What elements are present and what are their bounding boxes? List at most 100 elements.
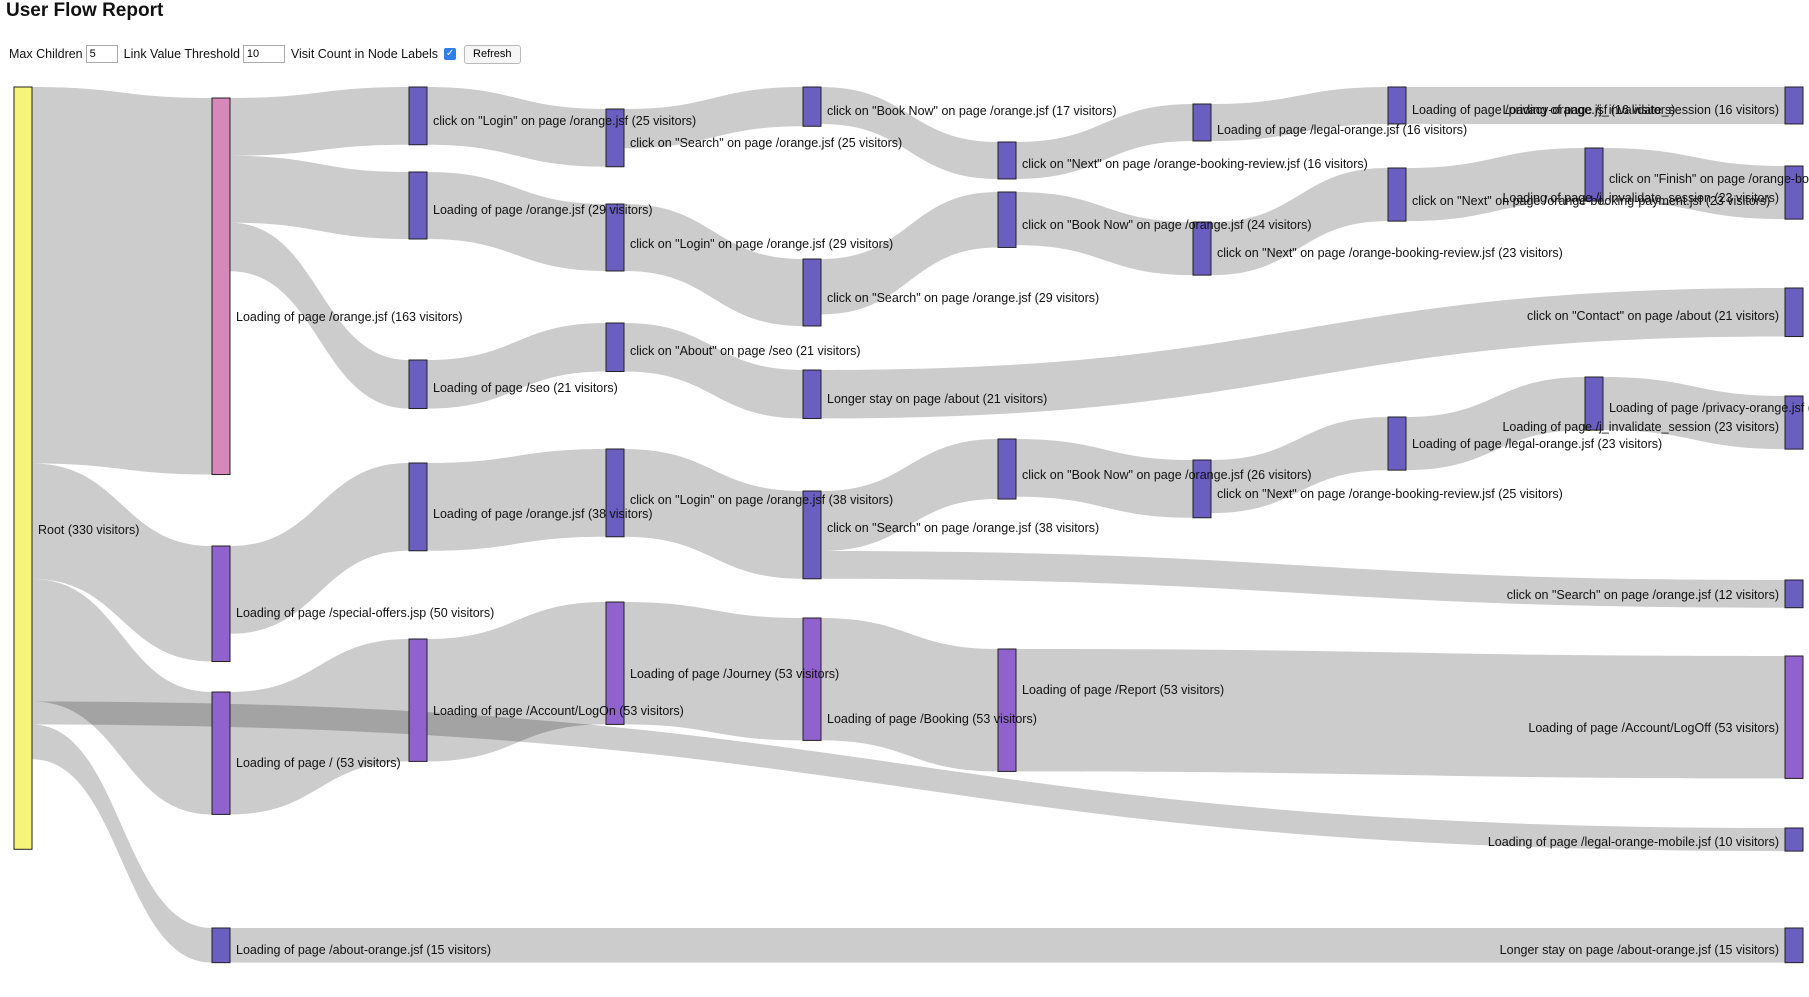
sankey-node-c1_orange[interactable] — [211, 97, 231, 476]
sankey-link-c4_search38-to-c9_search12[interactable] — [821, 551, 1785, 608]
sankey-node-label-c3_about: click on "About" on page /seo (21 visito… — [630, 344, 861, 358]
sankey-link-c4_search38-to-c5_booknow26[interactable] — [821, 439, 998, 552]
sankey-link-c4_search29-to-c5_booknow24[interactable] — [821, 192, 998, 315]
sankey-node-c4_search38[interactable] — [802, 490, 822, 580]
sankey-node-c3_login29[interactable] — [605, 203, 625, 272]
sankey-node-c4_longer_about[interactable] — [802, 369, 822, 420]
sankey-node-c2_orange29[interactable] — [408, 171, 428, 240]
sankey-node-c7_legal23[interactable] — [1387, 416, 1407, 471]
sankey-link-c6_next23-to-c7_payment[interactable] — [1211, 168, 1388, 276]
sankey-node-c3_journey[interactable] — [605, 601, 625, 725]
sankey-link-c3_login29-to-c4_search29[interactable] — [624, 204, 803, 326]
sankey-node-label-c6_legal16: Loading of page /legal-orange.jsf (16 vi… — [1217, 123, 1467, 137]
sankey-nodes — [13, 86, 1804, 964]
max-children-input[interactable] — [85, 45, 118, 63]
sankey-node-c9_search12[interactable] — [1784, 579, 1804, 609]
sankey-link-c5_next16-to-c6_legal16[interactable] — [1016, 104, 1193, 179]
sankey-node-c3_login38[interactable] — [605, 448, 625, 538]
sankey-link-c2_seo-to-c3_about[interactable] — [427, 323, 606, 409]
sankey-node-label-c9_inv16: Loading of page /j_invalidate_session (1… — [1502, 103, 1779, 117]
sankey-node-label-c9_search12: click on "Search" on page /orange.jsf (1… — [1507, 588, 1779, 602]
sankey-node-c8_finish[interactable] — [1584, 147, 1604, 202]
sankey-node-label-c5_booknow24: click on "Book Now" on page /orange.jsf … — [1022, 218, 1312, 232]
report-controls: Max Children Link Value Threshold Visit … — [9, 44, 521, 64]
sankey-node-root[interactable] — [13, 86, 33, 850]
sankey-node-label-c5_report: Loading of page /Report (53 visitors) — [1022, 683, 1224, 697]
sankey-node-c8_privacy23[interactable] — [1584, 376, 1604, 431]
sankey-node-c9_logoff[interactable] — [1784, 655, 1804, 779]
sankey-link-root-to-c1_slash[interactable] — [32, 579, 212, 815]
sankey-node-c9_contact[interactable] — [1784, 287, 1804, 338]
sankey-node-label-c4_booknow17: click on "Book Now" on page /orange.jsf … — [827, 104, 1117, 118]
sankey-node-c4_booknow17[interactable] — [802, 86, 822, 127]
sankey-link-c5_report-to-c9_logoff[interactable] — [1016, 649, 1785, 779]
sankey-link-c4_longer_about-to-c9_contact[interactable] — [821, 288, 1785, 419]
page-title: User Flow Report — [6, 0, 164, 21]
sankey-link-c8_privacy23-to-c9_inv23b[interactable] — [1603, 377, 1785, 450]
sankey-link-root-to-c1_aboutorange[interactable] — [32, 724, 212, 963]
sankey-link-c1_orange-to-c2_seo[interactable] — [230, 222, 409, 409]
sankey-link-c4_booking-to-c5_report[interactable] — [821, 618, 998, 772]
sankey-link-c2_login-to-c3_search25[interactable] — [427, 87, 606, 167]
sankey-node-c3_search25[interactable] — [605, 108, 625, 168]
sankey-node-label-c5_booknow26: click on "Book Now" on page /orange.jsf … — [1022, 468, 1312, 482]
sankey-link-c1_aboutorange-to-c9_longer_aboutorange[interactable] — [230, 928, 1785, 963]
sankey-link-c7_payment-to-c8_finish[interactable] — [1406, 148, 1585, 222]
sankey-node-c9_legalmobile[interactable] — [1784, 827, 1804, 852]
sankey-node-c6_legal16[interactable] — [1192, 103, 1212, 142]
sankey-link-c7_legal23-to-c8_privacy23[interactable] — [1406, 377, 1585, 471]
sankey-link-c1_orange-to-c2_orange29[interactable] — [230, 155, 409, 239]
sankey-link-c6_next25-to-c7_legal23[interactable] — [1211, 417, 1388, 514]
sankey-link-c8_finish-to-c9_inv23a[interactable] — [1603, 148, 1785, 220]
sankey-node-label-c2_orange38: Loading of page /orange.jsf (38 visitors… — [433, 507, 653, 521]
sankey-node-c6_next23[interactable] — [1192, 221, 1212, 276]
sankey-node-c7_privacy16[interactable] — [1387, 86, 1407, 125]
sankey-node-c2_logon[interactable] — [408, 638, 428, 762]
sankey-node-c5_next16[interactable] — [997, 141, 1017, 180]
sankey-link-c1_slash-to-c2_logon[interactable] — [230, 639, 409, 815]
sankey-link-c3_about-to-c4_longer_about[interactable] — [624, 323, 803, 419]
sankey-node-c5_booknow24[interactable] — [997, 191, 1017, 248]
sankey-link-c3_search25-to-c4_booknow17[interactable] — [624, 87, 803, 149]
sankey-link-c2_orange38-to-c3_login38[interactable] — [427, 449, 606, 551]
sankey-node-label-c4_search29: click on "Search" on page /orange.jsf (2… — [827, 291, 1099, 305]
sankey-node-label-c9_contact: click on "Contact" on page /about (21 vi… — [1527, 309, 1779, 323]
sankey-link-c4_booknow17-to-c5_next16[interactable] — [821, 87, 998, 179]
sankey-link-c6_legal16-to-c7_privacy16[interactable] — [1211, 87, 1388, 141]
sankey-link-c2_logon-to-c3_journey[interactable] — [427, 602, 606, 762]
sankey-node-c6_next25[interactable] — [1192, 459, 1212, 519]
sankey-node-c4_search29[interactable] — [802, 258, 822, 327]
sankey-node-c9_inv16[interactable] — [1784, 86, 1804, 125]
link-threshold-input[interactable] — [242, 45, 285, 63]
sankey-node-c9_inv23a[interactable] — [1784, 165, 1804, 220]
sankey-node-c1_slash[interactable] — [211, 691, 231, 815]
sankey-link-root-to-c1_orange[interactable] — [32, 87, 212, 475]
sankey-node-c5_booknow26[interactable] — [997, 438, 1017, 500]
sankey-link-root-to-c9_legalmobile[interactable] — [32, 701, 1785, 852]
sankey-node-c2_orange38[interactable] — [408, 462, 428, 552]
sankey-link-c5_booknow26-to-c6_next25[interactable] — [1016, 439, 1193, 518]
refresh-button[interactable]: Refresh — [464, 44, 521, 64]
sankey-link-c3_login38-to-c4_search38[interactable] — [624, 449, 803, 579]
sankey-node-c3_about[interactable] — [605, 322, 625, 373]
sankey-node-c2_seo[interactable] — [408, 359, 428, 410]
visit-count-checkbox[interactable]: ✓ — [444, 48, 457, 60]
sankey-node-c7_payment[interactable] — [1387, 167, 1407, 222]
sankey-link-c1_orange-to-c2_login[interactable] — [230, 87, 409, 156]
sankey-node-c9_longer_aboutorange[interactable] — [1784, 927, 1804, 964]
sankey-link-c2_orange29-to-c3_login29[interactable] — [427, 172, 606, 271]
sankey-node-c2_login[interactable] — [408, 86, 428, 146]
sankey-link-c5_booknow24-to-c6_next23[interactable] — [1016, 192, 1193, 276]
sankey-node-c5_report[interactable] — [997, 648, 1017, 772]
sankey-node-c9_inv23b[interactable] — [1784, 395, 1804, 450]
sankey-link-c3_journey-to-c4_booking[interactable] — [624, 602, 803, 741]
sankey-node-label-c4_booking: Loading of page /Booking (53 visitors) — [827, 712, 1037, 726]
sankey-node-c1_special[interactable] — [211, 545, 231, 662]
sankey-link-c1_special-to-c2_orange38[interactable] — [230, 463, 409, 634]
sankey-link-c7_privacy16-to-c9_inv16[interactable] — [1406, 87, 1785, 124]
sankey-node-c4_booking[interactable] — [802, 617, 822, 741]
sankey-node-c1_aboutorange[interactable] — [211, 927, 231, 964]
sankey-node-label-c9_inv23a: Loading of page /j_invalidate_session (2… — [1502, 191, 1779, 205]
sankey-link-root-to-c1_special[interactable] — [32, 463, 212, 662]
sankey-node-label-c3_login38: click on "Login" on page /orange.jsf (38… — [630, 493, 893, 507]
